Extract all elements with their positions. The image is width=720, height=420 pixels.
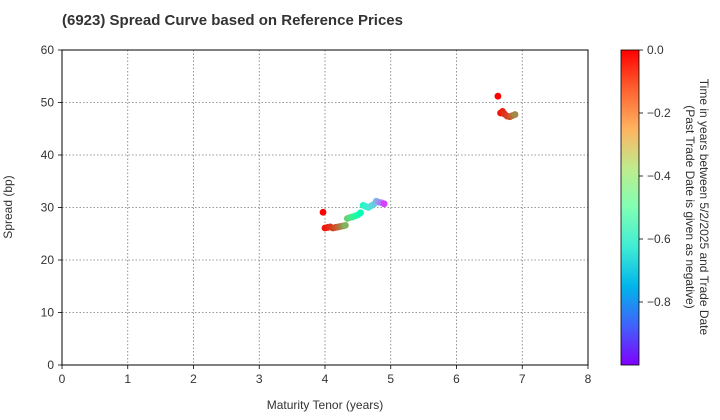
x-axis-label: Maturity Tenor (years) bbox=[267, 398, 383, 412]
y-axis-ticks: 0 10 20 30 40 50 60 bbox=[41, 43, 62, 372]
data-point bbox=[319, 208, 327, 216]
x-tick-label: 4 bbox=[322, 372, 329, 386]
data-point bbox=[341, 221, 349, 229]
x-tick-label: 7 bbox=[519, 372, 526, 386]
y-tick-label: 30 bbox=[41, 201, 55, 215]
x-tick-label: 2 bbox=[190, 372, 197, 386]
data-point bbox=[380, 200, 388, 208]
y-tick-label: 50 bbox=[41, 96, 55, 110]
y-tick-label: 20 bbox=[41, 253, 55, 267]
colorbar-tick-label: −0.2 bbox=[647, 106, 671, 120]
data-point bbox=[357, 209, 364, 217]
colorbar-tick-label: −0.6 bbox=[647, 232, 671, 246]
colorbar bbox=[620, 49, 640, 366]
colorbar-tick-label: −0.8 bbox=[647, 295, 671, 309]
y-tick-label: 40 bbox=[41, 148, 55, 162]
colorbar-label-line1: Time in years between 5/2/2025 and Trade… bbox=[697, 79, 711, 336]
colorbar-label-line2: (Past Trade Date is given as negative) bbox=[683, 105, 697, 308]
y-tick-label: 60 bbox=[41, 43, 55, 57]
colorbar-tick-label: 0.0 bbox=[647, 43, 664, 57]
data-point bbox=[494, 92, 502, 100]
y-tick-label: 10 bbox=[41, 306, 55, 320]
data-points bbox=[319, 92, 519, 232]
x-tick-label: 6 bbox=[453, 372, 460, 386]
colorbar-ticks: 0.0 −0.2 −0.4 −0.6 −0.8 bbox=[639, 43, 671, 309]
y-axis-label: Spread (bp) bbox=[1, 175, 15, 238]
x-tick-label: 3 bbox=[256, 372, 263, 386]
x-tick-label: 5 bbox=[387, 372, 394, 386]
data-point bbox=[511, 111, 519, 118]
x-tick-label: 0 bbox=[59, 372, 66, 386]
colorbar-tick-label: −0.4 bbox=[647, 169, 671, 183]
x-axis-ticks: 0 1 2 3 4 5 6 7 8 bbox=[59, 365, 592, 386]
grid bbox=[62, 50, 588, 365]
chart-title: (6923) Spread Curve based on Reference P… bbox=[62, 12, 403, 29]
y-tick-label: 0 bbox=[47, 358, 54, 372]
x-tick-label: 8 bbox=[585, 372, 592, 386]
x-tick-label: 1 bbox=[124, 372, 131, 386]
